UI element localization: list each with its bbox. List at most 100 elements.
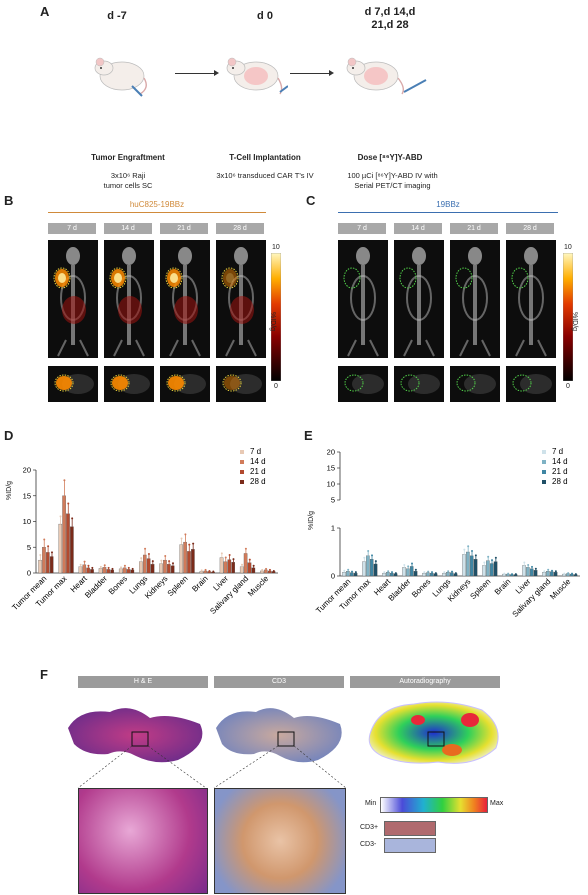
y-tick-label: 10 [23,517,31,526]
bar [199,571,204,574]
data-point [363,556,366,559]
colorbar [271,253,281,381]
cd3-zoom-image [214,788,346,894]
x-tick-label: Kidneys [143,574,169,600]
bar [170,565,175,574]
data-point [414,568,417,571]
legend-label: 7 d [250,447,261,456]
data-point [67,502,70,505]
legend-label: 28 d [552,477,568,486]
step-title: Tumor Engraftment [91,153,165,162]
data-point [374,560,377,563]
bar [223,561,228,574]
mouse-illustration [226,57,288,95]
x-tick-label: Bones [410,577,432,599]
legend-marker [542,480,546,484]
bar [489,563,494,577]
bar [493,561,498,577]
bar [369,559,374,577]
data-point [514,573,517,576]
data-point [551,569,554,572]
scale-min: Min [365,800,377,807]
data-point [431,571,434,574]
data-point [59,515,62,518]
group-label: 19BBz [436,200,460,209]
data-point [567,572,570,575]
timepoint-7d: 7 d [338,223,386,234]
legend-marker [542,450,546,454]
data-point [474,554,477,557]
pet-ct-scan [160,240,210,358]
x-tick-label: Spleen [468,577,492,601]
x-tick-label: Muscle [548,577,573,602]
panel-e-label: E [304,428,313,443]
bar [342,572,346,577]
pet-ct-scan [450,240,500,358]
data-point [507,572,510,575]
bar [251,567,256,574]
x-tick-label: Brain [493,577,513,597]
data-point [123,564,126,567]
data-point [91,566,94,569]
panel-c-label: C [306,193,316,208]
autoradiography-section [368,701,499,764]
bar [247,562,252,574]
data-point [471,550,474,553]
colorbar [563,253,573,381]
day-label: d -7 [107,10,127,22]
bar [118,568,123,574]
data-point [387,570,390,573]
data-point [171,562,174,565]
bar [42,547,46,574]
bar [219,557,224,574]
legend-marker [240,450,244,454]
data-point [83,560,86,563]
data-point [391,571,394,574]
data-point [184,533,187,536]
bar [191,549,195,574]
bar [146,558,151,574]
y-tick-label: 5 [27,543,31,552]
he-zoom-image [78,788,208,894]
bar [349,572,354,577]
data-point [87,564,90,567]
y-tick-label: 20 [327,448,335,457]
legend-marker [542,470,546,474]
bar [486,560,490,577]
bar [366,555,370,577]
data-point [383,571,386,574]
bar [139,561,143,574]
bar [426,572,430,577]
bar [203,570,208,574]
pet-ct-axial-slice [338,366,388,402]
bar [542,572,546,577]
data-point [371,554,374,557]
x-tick-label: Brain [190,574,210,594]
zoom-lines [77,745,347,789]
bar [553,572,558,577]
data-point [144,547,147,550]
data-point [151,560,154,563]
bar [429,572,434,577]
bar [130,569,135,574]
data-point [241,563,244,566]
header-autoradiography: Autoradiography [350,676,500,688]
group-label: huC825-19BBz [129,200,185,209]
cd3-positive-label: CD3+ [360,824,379,831]
bar [90,569,94,574]
data-point [511,573,514,576]
data-point [467,545,470,548]
x-tick-label: Bones [107,574,129,596]
data-point [354,571,357,574]
pet-ct-scan [216,240,266,358]
data-point [212,570,215,573]
legend-label: 21 d [552,467,568,476]
x-tick-label: Bladder [83,574,109,600]
bar [482,565,486,577]
y-tick-label: 15 [23,491,31,500]
header-cd3: CD3 [214,676,344,688]
data-point [43,538,46,541]
cd3-positive-swatch [384,821,436,836]
data-point [252,564,255,567]
bar [122,567,127,574]
